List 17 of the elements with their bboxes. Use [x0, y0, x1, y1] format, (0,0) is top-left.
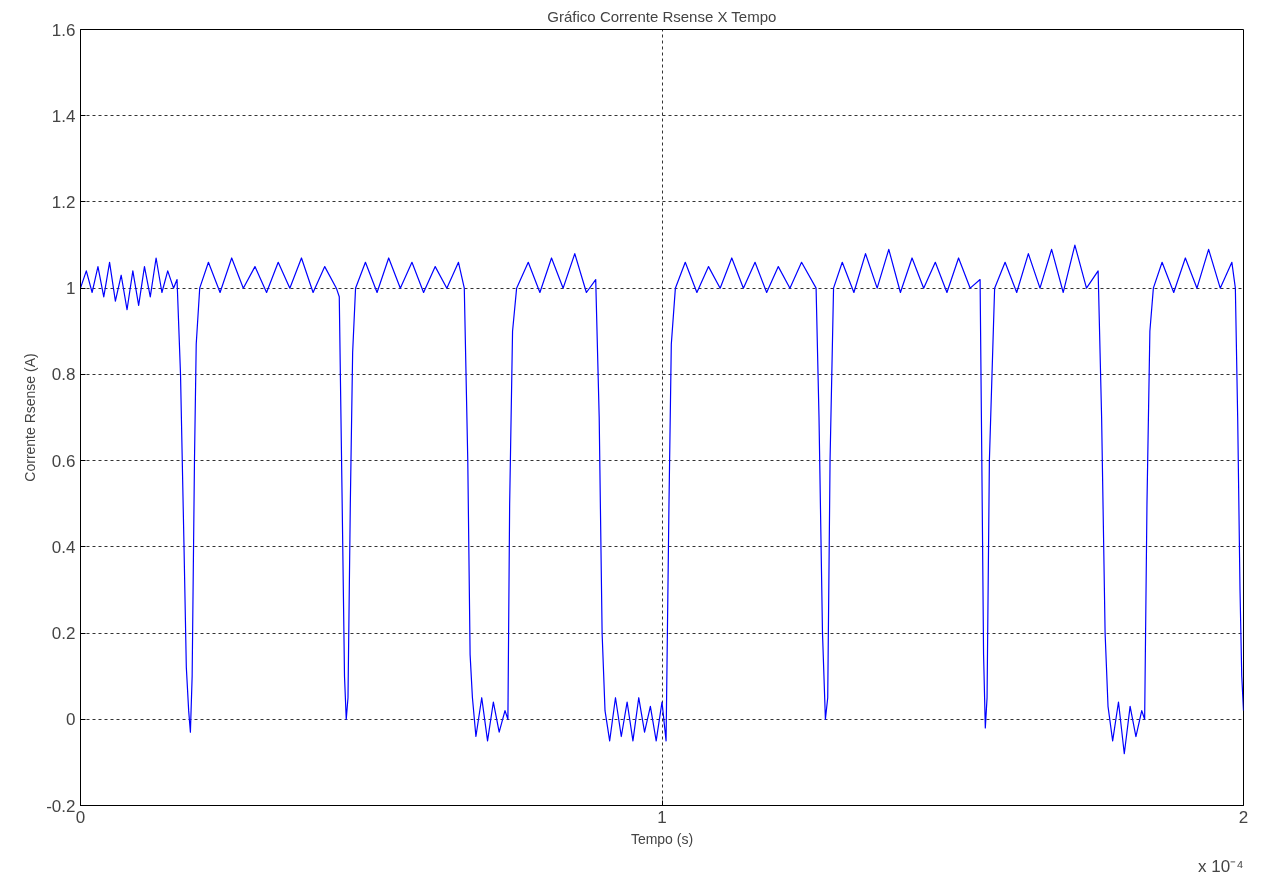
y-tick-label: 1	[66, 279, 76, 299]
y-tick-label: 0.6	[51, 451, 76, 471]
y-tick-label: 1.2	[51, 192, 76, 212]
y-tick-label: -0.2	[46, 796, 76, 816]
y-tick-label: 0.2	[51, 624, 76, 644]
y-axis-title: Corrente Rsense (A)	[22, 353, 39, 482]
text: x 10⁻⁴	[1198, 856, 1244, 876]
chart-title: Gráfico Corrente Rsense X Tempo	[547, 7, 777, 25]
y-tick-label: 0.8	[51, 365, 76, 385]
y-tick-label: 1.6	[51, 20, 76, 40]
y-tick-label: 1.4	[51, 106, 76, 126]
y-tick-label: 0	[66, 710, 76, 730]
x-tick-label: 1	[657, 807, 667, 827]
y-tick-label: 0.4	[51, 537, 76, 557]
x-tick-label: 2	[1238, 807, 1249, 827]
line-series	[80, 244, 1244, 755]
x-axis-title: Tempo (s)	[630, 830, 694, 847]
